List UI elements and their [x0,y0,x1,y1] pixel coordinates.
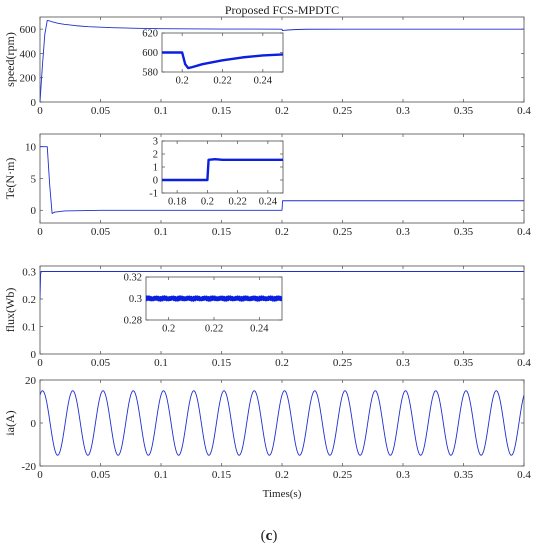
flux-inset-series-line [146,295,282,302]
flux-xtick-label: 0.1 [154,357,168,369]
speed-ytick-label: 600 [20,24,37,36]
torque-xtick-label: 0.2 [275,226,289,238]
phase-current-y-axis-label: ia(A) [3,410,17,435]
speed-inset-ytick-label: 580 [142,68,158,79]
speed-xtick-label: 0.4 [517,105,531,117]
speed-inset-xtick-label: 0.24 [254,76,273,87]
flux-inset: 0.2 0.22 0.24 0.28 0.3 0.32 [124,273,283,335]
torque-xtick-label: 0.25 [333,226,353,238]
torque-y-axis-label: Te(N·m) [3,158,17,200]
torque-xtick-label: 0.35 [454,226,474,238]
torque-inset-xtick-label: 0.24 [259,197,278,208]
speed-xtick-label: 0.05 [91,105,111,117]
speed-xtick-label: 0.1 [154,105,168,117]
panel-label-open: ( [261,528,266,544]
flux-ytick-label: 0.3 [22,266,36,278]
torque-inset-ytick-label: 2 [153,150,158,161]
flux-ytick-label: 0 [31,349,37,361]
speed-xtick-label: 0.2 [275,105,289,117]
phase-current-xtick-label: 0.3 [396,469,410,481]
speed-xtick-label: 0.35 [454,105,474,117]
speed-panel: 0 0.05 0.1 0.15 0.2 0.25 0.3 0.35 0.40200400600s… [3,16,531,117]
flux-inset-xtick-label: 0.24 [250,324,269,335]
flux-xtick-label: 0.25 [333,357,353,369]
phase-current-ytick-label: 20 [25,375,37,387]
flux-inset-ytick-label: 0.3 [129,294,142,305]
flux-inset-xtick-label: 0.22 [205,324,223,335]
figure-title: Proposed FCS-MPDTC [225,3,339,17]
speed-inset-series-line [162,51,283,70]
phase-current-xtick-label: 0.15 [212,469,232,481]
torque-inset-xtick-label: 0.2 [201,197,214,208]
flux-xtick-label: 0.4 [517,357,531,369]
speed-y-axis-label: speed(rpm) [3,32,17,87]
torque-ytick-label: 0 [31,205,37,217]
torque-inset-ytick-label: -1 [149,189,158,200]
flux-y-axis-label: flux(Wb) [3,288,17,333]
torque-inset-ytick-label: 1 [153,163,158,174]
torque-xtick-label: 0 [37,226,43,238]
phase-current-series-line [40,390,524,456]
speed-series-line [40,19,524,102]
speed-inset-ytick-label: 620 [142,29,158,40]
torque-inset-ytick-label: 0 [153,176,158,187]
torque-inset-series-line [162,158,283,182]
torque-xtick-label: 0.15 [212,226,232,238]
torque-series-line [40,146,524,214]
speed-inset-xtick-label: 0.22 [213,76,231,87]
phase-current-xtick-label: 0.35 [454,469,474,481]
phase-current-xtick-label: 0 [37,469,43,481]
flux-series-line [40,271,524,300]
panel-label-close: ) [272,528,277,544]
speed-xtick-label: 0.15 [212,105,232,117]
phase-current-plot-area [39,379,525,467]
phase-current-ytick-label: -20 [21,461,36,473]
flux-panel: 0 0.05 0.1 0.15 0.2 0.25 0.3 0.35 0.4 0 0.1 0.2 0.3 f… [3,265,531,369]
torque-ytick-label: 5 [31,173,37,185]
torque-xtick-label: 0.05 [91,226,111,238]
phase-current-xtick-label: 0.25 [333,469,353,481]
flux-xtick-label: 0 [37,357,43,369]
flux-xtick-label: 0.35 [454,357,474,369]
flux-xtick-label: 0.2 [275,357,289,369]
flux-xtick-label: 0.3 [396,357,410,369]
phase-current-xtick-label: 0.05 [91,469,111,481]
phase-current-xtick-label: 0.1 [154,469,168,481]
torque-inset-plot-area [161,140,284,194]
speed-ytick-label: 400 [20,48,37,60]
panel-label-letter: c [266,528,273,544]
speed-ytick-label: 200 [20,73,37,85]
torque-inset-xtick-label: 0.22 [228,197,246,208]
torque-inset-xtick-label: 0.18 [168,197,186,208]
flux-inset-ytick-label: 0.32 [124,273,142,284]
flux-inset-ytick-label: 0.28 [124,316,142,327]
torque-ytick-label: 10 [25,142,37,154]
phase-current-ytick-label: 0 [31,418,37,430]
speed-xtick-label: 0 [37,105,43,117]
speed-inset-ytick-label: 600 [142,48,158,59]
x-axis-label: Times(s) [263,488,302,500]
flux-xtick-label: 0.15 [212,357,232,369]
torque-xtick-label: 0.3 [396,226,410,238]
speed-xtick-label: 0.25 [333,105,353,117]
speed-xtick-label: 0.3 [396,105,410,117]
torque-xtick-label: 0.4 [517,226,531,238]
phase-current-xtick-label: 0.4 [517,469,531,481]
phase-current-xtick-label: 0.2 [275,469,289,481]
torque-panel: 0 0.05 0.1 0.15 0.2 0.25 0.3 0.35 0.40510Te(N·m)… [3,133,531,238]
speed-inset-xtick-label: 0.2 [176,76,189,87]
flux-ytick-label: 0.2 [22,294,36,306]
flux-ytick-label: 0.1 [22,321,36,333]
torque-xtick-label: 0.1 [154,226,168,238]
panel-label: (c) [261,528,278,544]
torque-inset-ytick-label: 3 [153,137,158,148]
speed-inset: 0.2 0.22 0.24 580 600 620 [142,29,284,87]
flux-inset-xtick-label: 0.2 [162,324,175,335]
flux-xtick-label: 0.05 [91,357,111,369]
speed-ytick-label: 0 [31,97,37,109]
torque-inset: 0.18 0.2 0.22 0.24 -1 0 1 2 3 [149,137,284,208]
